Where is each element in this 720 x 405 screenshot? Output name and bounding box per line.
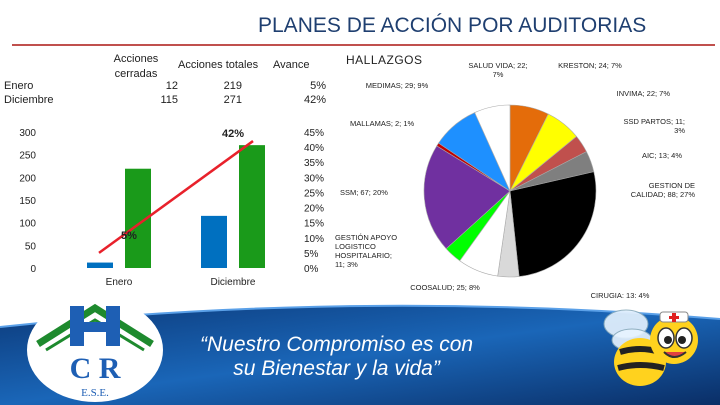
pie-label: CIRUGIA; 13; 4% bbox=[591, 291, 650, 298]
pie-chart-title: HALLAZGOS bbox=[346, 53, 423, 67]
pie-label: MEDIMAS; 29; 9% bbox=[366, 81, 429, 90]
pie-label: COOSALUD; 25; 8% bbox=[410, 283, 480, 292]
y-tick-label: 200 bbox=[19, 173, 36, 184]
slogan: “Nuestro Compromiso es con su Bienestar … bbox=[200, 333, 473, 381]
y2-tick-label: 30% bbox=[304, 173, 324, 184]
bee-mascot bbox=[603, 309, 698, 386]
table-cell-progress: 42% bbox=[303, 94, 326, 106]
pie-label: KRESTON; 24; 7% bbox=[558, 61, 622, 70]
pie-label: SSD PARTOS; 11; 3% bbox=[623, 117, 685, 135]
table-cell-total: 219 bbox=[223, 80, 242, 92]
pie-label: SALUD VIDA; 22; 7% bbox=[468, 61, 527, 79]
slogan-line-1: “Nuestro Compromiso es con bbox=[200, 333, 474, 356]
pie-slice bbox=[509, 171, 597, 277]
bar-chart: 0 50 100 150 200 250 300 0% 5% 10% 15% 20% 25% 30% 35%… bbox=[19, 128, 324, 288]
table-header-total: Acciones totales bbox=[178, 59, 259, 71]
pie-label: SSM; 67; 20% bbox=[340, 188, 388, 197]
progress-line bbox=[98, 140, 254, 254]
y2-tick-label: 40% bbox=[304, 143, 324, 154]
bar bbox=[239, 145, 265, 268]
bar bbox=[87, 262, 113, 268]
y-tick-label: 300 bbox=[19, 128, 36, 139]
pie-slice bbox=[474, 104, 511, 192]
slogan-line-2: su Bienestar y la vida” bbox=[233, 357, 440, 380]
pie-label: INVIMA; 22; 7% bbox=[617, 89, 671, 98]
y2-tick-label: 20% bbox=[304, 204, 324, 215]
y2-tick-label: 5% bbox=[304, 249, 319, 260]
logo-text: C R bbox=[70, 352, 121, 385]
table-cell-closed: 115 bbox=[160, 94, 178, 106]
y-tick-label: 0 bbox=[30, 264, 36, 275]
y2-tick-label: 35% bbox=[304, 158, 324, 169]
pie-label: MALLAMAS; 2; 1% bbox=[350, 119, 415, 128]
x-tick-label: Enero bbox=[106, 277, 133, 288]
table-cell-closed: 12 bbox=[165, 80, 178, 92]
table-row-label: Enero bbox=[4, 80, 34, 92]
hospital-logo: C R E.S.E. bbox=[27, 298, 163, 402]
summary-table: Acciones cerradas Acciones totales Avanc… bbox=[0, 50, 335, 110]
pie-label: GESTIÓN APOYO LOGISTICO HOSPITALARIO; 11; 3… bbox=[335, 233, 397, 269]
table-header-closed: Acciones cerradas bbox=[113, 53, 159, 80]
page-title: PLANES DE ACCIÓN POR AUDITORIAS bbox=[258, 14, 647, 37]
pie-chart: KRESTON; 24; 7% INVIMA; 22; 7% SSD PARTOS;… bbox=[335, 61, 696, 298]
table-header-progress: Avance bbox=[273, 59, 310, 71]
table-cell-total: 271 bbox=[223, 94, 242, 106]
y2-tick-label: 15% bbox=[304, 219, 324, 230]
pie-slice bbox=[423, 145, 511, 250]
y2-tick-label: 25% bbox=[304, 188, 324, 199]
title-divider bbox=[12, 44, 715, 46]
data-label: 42% bbox=[222, 128, 244, 140]
y-tick-label: 150 bbox=[19, 196, 36, 207]
logo-subtext: E.S.E. bbox=[81, 387, 109, 399]
y2-tick-label: 0% bbox=[304, 264, 319, 275]
bar bbox=[201, 215, 227, 268]
x-tick-label: Diciembre bbox=[210, 277, 255, 288]
y-tick-label: 50 bbox=[25, 241, 37, 252]
pie-label: AIC; 13; 4% bbox=[642, 151, 682, 160]
y-tick-label: 100 bbox=[19, 219, 36, 230]
y2-tick-label: 45% bbox=[304, 128, 324, 139]
y-tick-label: 250 bbox=[19, 151, 36, 162]
y2-tick-label: 10% bbox=[304, 234, 324, 245]
pie-label: GESTION DE CALIDAD; 88; 27% bbox=[631, 181, 696, 199]
data-label: 5% bbox=[121, 230, 137, 242]
table-row-label: Diciembre bbox=[4, 94, 54, 106]
table-cell-progress: 5% bbox=[310, 80, 326, 92]
